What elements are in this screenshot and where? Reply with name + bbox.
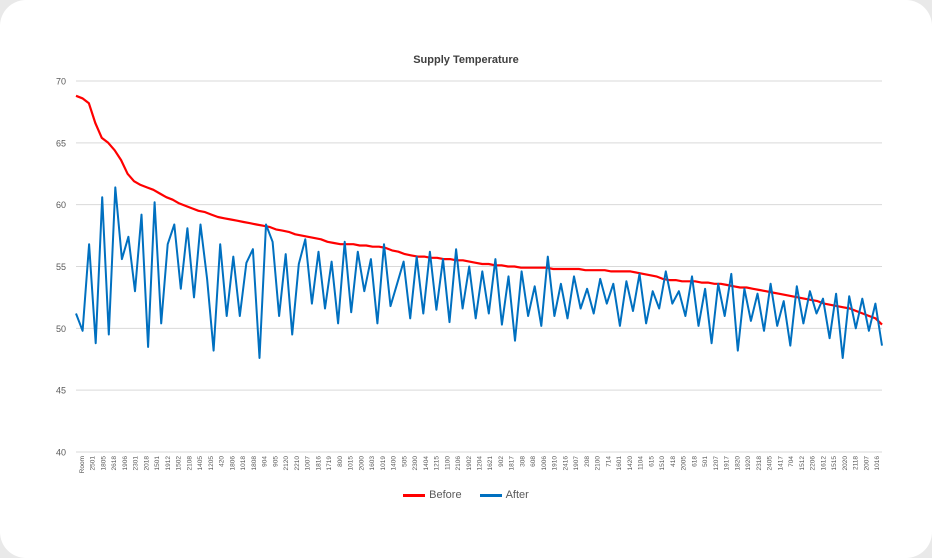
- x-tick-label: 1007: [305, 456, 312, 471]
- x-tick-label: 2501: [90, 456, 97, 471]
- x-tick-label: 1015: [348, 456, 355, 471]
- x-tick-label: 1405: [197, 456, 204, 471]
- x-tick-label: 1917: [724, 456, 731, 471]
- x-tick-label: 2106: [455, 456, 462, 471]
- x-tick-label: 1400: [391, 456, 398, 471]
- x-tick-label: 1808: [251, 456, 258, 471]
- x-tick-label: 2300: [412, 456, 419, 471]
- x-tick-label: 2018: [143, 456, 150, 471]
- x-tick-label: 1820: [734, 456, 741, 471]
- x-tick-label: 1215: [434, 456, 441, 471]
- x-tick-label: 1420: [627, 456, 634, 471]
- x-tick-label: 902: [498, 456, 505, 467]
- x-tick-label: 2005: [681, 456, 688, 471]
- x-tick-label: 1104: [638, 456, 645, 470]
- x-tick-label: 618: [691, 456, 698, 467]
- x-tick-label: 501: [702, 456, 709, 467]
- x-tick-label: 1816: [315, 456, 322, 471]
- x-tick-label: 1906: [122, 456, 129, 471]
- x-tick-label: 1501: [154, 456, 161, 471]
- x-tick-label: 2206: [810, 456, 817, 471]
- y-tick-label: 45: [56, 386, 66, 396]
- legend-label-before: Before: [429, 489, 462, 501]
- x-tick-label: 420: [219, 456, 226, 467]
- x-tick-label: 1006: [541, 456, 548, 471]
- x-tick-label: 2007: [863, 456, 870, 471]
- x-tick-label: 2416: [562, 456, 569, 471]
- x-tick-label: 2000: [358, 456, 365, 471]
- x-tick-label: 1502: [176, 456, 183, 471]
- x-tick-label: 2210: [294, 456, 301, 471]
- y-tick-label: 40: [56, 448, 66, 458]
- x-tick-label: 1019: [380, 456, 387, 471]
- series-line-after: [75, 186, 883, 359]
- x-tick-label: 1018: [240, 456, 247, 471]
- x-tick-label: 1920: [745, 456, 752, 471]
- x-tick-label: 904: [262, 456, 269, 467]
- x-tick-label: 714: [605, 456, 612, 467]
- x-tick-label: Room: [79, 456, 86, 473]
- x-tick-label: 2108: [186, 456, 193, 471]
- x-tick-label: 2301: [133, 456, 140, 471]
- x-tick-label: 308: [519, 456, 526, 467]
- x-tick-label: 704: [788, 456, 795, 467]
- x-tick-label: 1902: [466, 456, 473, 471]
- x-tick-label: 1806: [229, 456, 236, 471]
- x-tick-label: 1612: [820, 456, 827, 471]
- x-tick-label: 1805: [100, 456, 107, 471]
- chart-legend: Before After: [0, 489, 932, 501]
- x-tick-label: 1207: [713, 456, 720, 471]
- x-tick-label: 1016: [874, 456, 881, 471]
- x-tick-label: 800: [337, 456, 344, 467]
- x-tick-label: 608: [530, 456, 537, 467]
- x-tick-label: 1205: [208, 456, 215, 471]
- x-tick-label: 418: [670, 456, 677, 467]
- legend-label-after: After: [505, 489, 529, 501]
- x-tick-label: 1621: [487, 456, 494, 471]
- y-tick-label: 55: [56, 262, 66, 272]
- x-tick-label: 1100: [444, 456, 451, 470]
- y-tick-label: 60: [56, 200, 66, 210]
- x-tick-label: 1512: [799, 456, 806, 471]
- x-tick-label: 1510: [659, 456, 666, 471]
- x-tick-label: 2120: [283, 456, 290, 471]
- x-tick-label: 2405: [767, 456, 774, 471]
- series-line-before: [75, 94, 883, 326]
- chart-title: Supply Temperature: [413, 54, 519, 66]
- legend-item-after: After: [479, 489, 529, 501]
- y-tick-label: 65: [56, 138, 66, 148]
- y-tick-label: 50: [56, 324, 66, 334]
- x-tick-label: 2100: [595, 456, 602, 471]
- x-tick-label: 2318: [756, 456, 763, 471]
- x-tick-label: 1817: [509, 456, 516, 471]
- x-tick-label: 1204: [477, 456, 484, 471]
- x-tick-label: 2118: [853, 456, 860, 470]
- x-tick-label: 1404: [423, 456, 430, 471]
- x-tick-label: 905: [272, 456, 279, 467]
- x-tick-label: 1601: [616, 456, 623, 471]
- x-tick-label: 1719: [326, 456, 333, 471]
- legend-swatch-before: [403, 493, 426, 497]
- x-tick-label: 1912: [165, 456, 172, 471]
- x-tick-label: 1907: [573, 456, 580, 471]
- x-tick-label: 208: [584, 456, 591, 467]
- x-tick-label: 505: [401, 456, 408, 467]
- y-tick-label: 70: [56, 77, 66, 87]
- legend-swatch-after: [479, 493, 502, 497]
- x-tick-label: 1417: [777, 456, 784, 471]
- x-tick-label: 1515: [831, 456, 838, 471]
- x-tick-label: 1910: [552, 456, 559, 471]
- legend-item-before: Before: [403, 489, 462, 501]
- x-tick-label: 615: [648, 456, 655, 467]
- x-tick-label: 2020: [842, 456, 849, 471]
- x-tick-label: 2618: [111, 456, 118, 471]
- x-tick-label: 1603: [369, 456, 376, 471]
